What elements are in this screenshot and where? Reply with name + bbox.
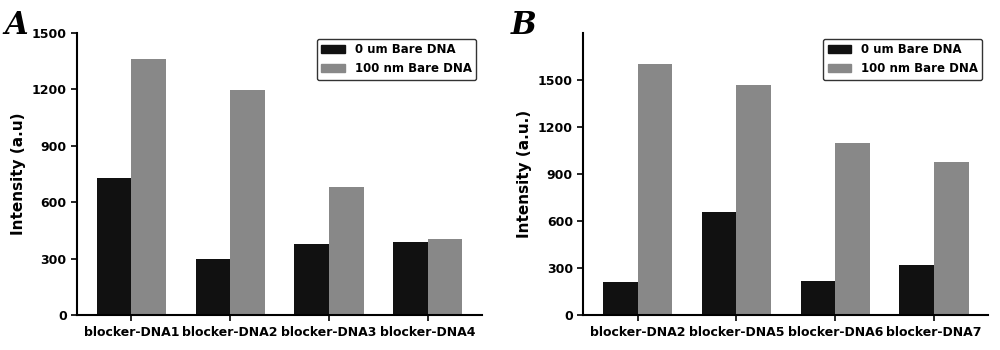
Bar: [638, 64, 672, 315]
Legend: 0 um Bare DNA, 100 nm Bare DNA: 0 um Bare DNA, 100 nm Bare DNA: [823, 38, 982, 80]
Bar: [97, 178, 131, 315]
Bar: [835, 144, 870, 315]
Y-axis label: Intensity (a.u): Intensity (a.u): [11, 113, 26, 235]
Y-axis label: Intensity (a.u.): Intensity (a.u.): [517, 110, 532, 238]
Bar: [393, 242, 428, 315]
Text: B: B: [510, 10, 536, 41]
Bar: [934, 162, 969, 315]
Bar: [428, 239, 462, 315]
Bar: [329, 187, 364, 315]
Bar: [294, 244, 329, 315]
Legend: 0 um Bare DNA, 100 nm Bare DNA: 0 um Bare DNA, 100 nm Bare DNA: [317, 38, 476, 80]
Bar: [899, 265, 934, 315]
Bar: [196, 259, 230, 315]
Bar: [702, 212, 736, 315]
Bar: [230, 90, 265, 315]
Bar: [801, 281, 835, 315]
Bar: [736, 84, 771, 315]
Text: A: A: [4, 10, 28, 41]
Bar: [131, 59, 166, 315]
Bar: [603, 282, 638, 315]
